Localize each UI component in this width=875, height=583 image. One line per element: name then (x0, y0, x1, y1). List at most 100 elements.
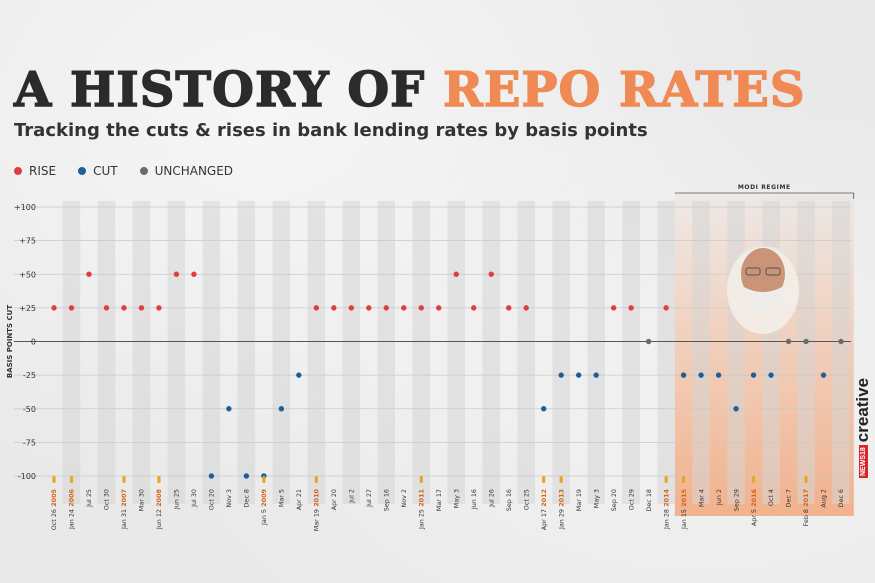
x-tick-date: Mar 5 (278, 489, 286, 507)
data-point-cut (558, 372, 564, 378)
data-point-cut (208, 473, 215, 479)
x-tick-date: Jan 28 (662, 509, 670, 530)
page-subtitle: Tracking the cuts & rises in bank lendin… (14, 120, 648, 141)
x-tick-date: Dec 7 (785, 489, 793, 507)
portrait-glasses-right (765, 267, 781, 276)
x-tick-year: 2009 (260, 488, 268, 509)
data-point-rise (418, 305, 424, 311)
data-point-cut (750, 372, 757, 378)
column-stripe (167, 201, 186, 504)
legend-label-unchanged: UNCHANGED (154, 164, 234, 178)
data-point-rise (383, 305, 389, 311)
page-title: A HISTORY OF REPO RATES (13, 60, 806, 120)
legend-dot-cut-icon (78, 167, 87, 175)
x-tick-year: 2007 (120, 489, 128, 509)
y-tick-label: +50 (19, 270, 36, 279)
portrait-face (741, 248, 785, 300)
year-marker (52, 476, 56, 483)
x-tick-date: Jun 12 (155, 509, 163, 530)
column-stripe (342, 201, 361, 504)
data-point-unchanged (785, 338, 792, 345)
year-marker (664, 476, 668, 483)
year-marker (682, 476, 686, 483)
x-tick-date: Apr 21 (295, 489, 303, 510)
y-axis-label: BASIS POINTS CUT (6, 305, 14, 378)
year-marker (542, 476, 546, 483)
x-tick-year: 2006 (68, 488, 76, 509)
data-point-rise (453, 271, 459, 277)
column-stripe (202, 201, 221, 504)
data-point-rise (523, 305, 529, 311)
year-marker (559, 476, 563, 483)
x-tick-date: Mar 19 (313, 509, 321, 531)
x-tick-label: Dec 18 (645, 489, 653, 512)
data-point-rise (331, 305, 337, 311)
column-stripe (132, 201, 151, 504)
x-tick-label: Nov 2 (400, 489, 408, 508)
x-tick-label: Jul 27 (365, 489, 373, 508)
x-tick-label: May 3 (452, 489, 460, 508)
title-part-1: A HISTORY OF (13, 61, 426, 118)
column-stripe (832, 201, 850, 504)
data-point-cut (768, 372, 774, 378)
data-point-cut (593, 372, 599, 378)
x-tick-date: Oct 30 (103, 489, 111, 510)
column-stripe (517, 201, 535, 504)
x-tick-date: Jan 5 (260, 509, 268, 526)
x-tick-date: Apr 17 (540, 509, 548, 530)
x-tick-year: 2013 (557, 489, 565, 509)
legend-dot-unchanged-icon (139, 167, 148, 175)
data-point-cut (540, 406, 547, 412)
legend-label-cut: CUT (93, 164, 118, 178)
y-tick-label: +75 (19, 237, 36, 246)
column-stripe (797, 201, 815, 504)
data-point-cut (820, 372, 827, 378)
x-tick-date: Jan 29 (557, 509, 565, 530)
x-tick-label: Jun 25 (173, 489, 181, 510)
x-tick-date: Jul 27 (365, 489, 373, 508)
data-point-rise (86, 271, 92, 277)
data-point-rise (51, 305, 57, 311)
x-tick-label: Jan 24 2006 (68, 488, 76, 530)
data-point-rise (138, 305, 145, 311)
column-stripe (307, 201, 326, 504)
data-point-cut (680, 372, 687, 378)
column-stripe (727, 201, 745, 504)
data-point-rise (366, 305, 372, 311)
x-tick-label: Jun 2 (715, 489, 723, 506)
x-tick-label: Jul 30 (190, 489, 198, 508)
year-marker (262, 476, 266, 483)
column-stripe (97, 201, 116, 504)
data-point-cut (296, 372, 302, 378)
chart-legend: RISE CUT UNCHANGED (14, 164, 233, 178)
x-tick-year: 2005 (50, 489, 58, 509)
y-tick-label: 0 (31, 338, 36, 347)
x-tick-label: Dec 8 (243, 489, 251, 507)
x-tick-label: Mar 17 (435, 489, 443, 511)
brand-wordmark: creative (853, 377, 872, 443)
column-stripe (272, 201, 291, 504)
year-marker (419, 476, 423, 483)
year-marker (157, 476, 161, 483)
x-tick-date: Jul 25 (85, 489, 93, 508)
data-point-rise (663, 305, 669, 311)
column-stripe (692, 201, 710, 504)
x-tick-year: 2012 (540, 489, 548, 509)
portrait-glasses-left (745, 267, 761, 276)
x-tick-date: Mar 19 (575, 489, 583, 511)
x-tick-label: Oct 20 (208, 489, 216, 510)
data-point-cut (698, 372, 704, 378)
x-tick-label: Feb 8 2017 (802, 489, 810, 526)
data-point-rise (348, 305, 355, 311)
x-tick-label: Mar 5 (278, 489, 286, 507)
legend-item-rise: RISE (14, 164, 56, 178)
x-tick-date: Jun 16 (470, 489, 478, 510)
x-tick-label: Apr 17 2012 (540, 489, 548, 530)
x-tick-date: Jun 2 (715, 489, 723, 506)
data-point-cut (226, 406, 232, 412)
data-point-rise (506, 305, 512, 311)
x-tick-label: Jan 25 2011 (417, 489, 425, 530)
x-tick-label: Sep 29 (732, 489, 740, 511)
x-tick-date: Mar 4 (697, 489, 705, 507)
